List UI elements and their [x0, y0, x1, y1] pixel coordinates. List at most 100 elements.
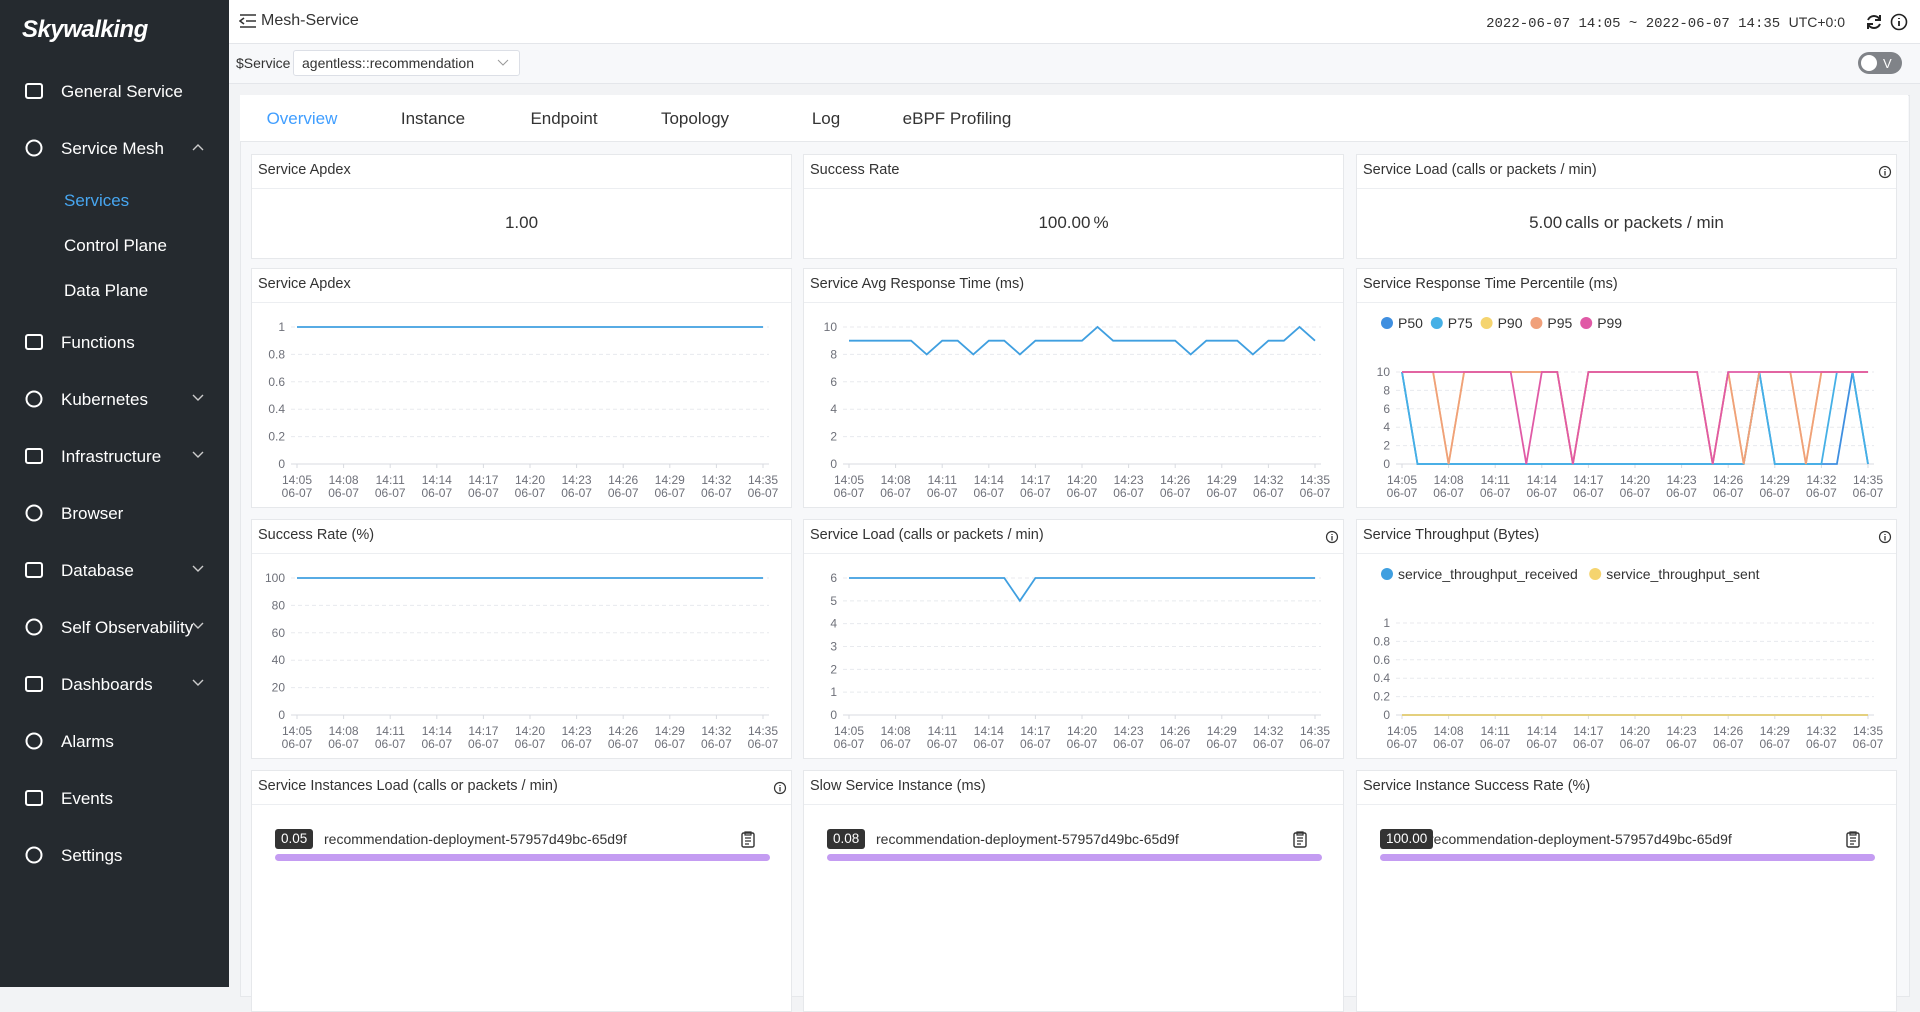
toolbar: $Service agentless::recommendation V [229, 44, 1920, 84]
copy-icon[interactable] [1846, 831, 1860, 848]
x-tick-label: 14:26 [608, 473, 638, 487]
legend-label: P50 [1398, 315, 1423, 331]
service-select[interactable]: agentless::recommendation [293, 50, 520, 76]
x-tick-label: 14:32 [1253, 724, 1283, 738]
x-tick-date: 06-07 [421, 737, 452, 751]
x-tick-label: 14:05 [1387, 473, 1417, 487]
item-bar [1380, 854, 1875, 861]
time-range[interactable]: 2022-06-07 14:05 ~ 2022-06-07 14:35 [1486, 16, 1781, 32]
legend-swatch [1580, 317, 1593, 329]
x-tick-date: 06-07 [375, 486, 406, 500]
menu-item[interactable]: Browser [0, 493, 229, 533]
y-tick-label: 20 [272, 681, 286, 695]
tab[interactable]: Endpoint [530, 109, 598, 128]
x-tick-date: 06-07 [1806, 486, 1837, 500]
card-title: Service Instance Success Rate (%) [1363, 778, 1591, 794]
x-tick-date: 06-07 [1713, 737, 1744, 751]
card-divider [804, 188, 1343, 189]
info-icon[interactable] [1890, 13, 1908, 31]
submenu-item[interactable]: Control Plane [0, 225, 229, 265]
x-tick-date: 06-07 [468, 737, 499, 751]
x-tick-date: 06-07 [1206, 486, 1237, 500]
icon-shape [25, 846, 43, 864]
menu-label: Events [61, 789, 113, 808]
menu-item[interactable]: Settings [0, 835, 229, 875]
x-tick-date: 06-07 [1300, 737, 1331, 751]
menu-toggle-icon[interactable] [239, 13, 257, 29]
info-icon [1325, 530, 1339, 544]
x-tick-label: 14:05 [282, 724, 312, 738]
chevron [192, 144, 204, 151]
x-tick-date: 06-07 [1387, 737, 1418, 751]
time-range-box[interactable]: 2022-06-07 14:05 ~ 2022-06-07 14:35 UTC+… [1486, 14, 1845, 32]
card: Service Load (calls or packets / min) 5.0… [1356, 154, 1897, 259]
chevron-path [192, 622, 204, 629]
card: Service Apdex 1.00 [251, 154, 792, 259]
y-tick-label: 1 [830, 685, 837, 699]
item-value: 0.05 [275, 829, 314, 849]
menu-item[interactable]: Functions [0, 322, 229, 362]
x-tick-date: 06-07 [1666, 737, 1697, 751]
x-tick-date: 06-07 [515, 737, 546, 751]
x-tick-label: 14:23 [1114, 473, 1144, 487]
service-label: $Service [236, 55, 291, 71]
icon-shape [25, 618, 43, 636]
x-tick-date: 06-07 [973, 737, 1004, 751]
card: Service Avg Response Time (ms) 0 2 4 6 8 10 14:… [803, 268, 1344, 508]
submenu-item[interactable]: Data Plane [0, 270, 229, 310]
info-icon [1878, 530, 1892, 544]
menu-label: Infrastructure [61, 447, 162, 466]
menu-icon [25, 732, 43, 750]
menu-icon [25, 390, 43, 408]
x-tick-date: 06-07 [834, 737, 865, 751]
y-tick-label: 10 [824, 320, 838, 334]
menu-label: Alarms [61, 732, 114, 751]
x-tick-date: 06-07 [608, 486, 639, 500]
menu-label: Database [61, 561, 134, 580]
toggle[interactable]: V [1858, 52, 1902, 74]
tab[interactable]: Topology [660, 109, 730, 128]
y-tick-label: 10 [1377, 365, 1391, 379]
legend-swatch [1381, 568, 1393, 580]
menu-item[interactable]: Kubernetes [0, 379, 229, 419]
y-tick-label: 0.2 [268, 430, 285, 444]
copy-shape [1846, 832, 1860, 848]
menu-item[interactable]: Events [0, 778, 229, 818]
x-tick-date: 06-07 [328, 486, 359, 500]
menu-icon [25, 448, 43, 464]
menu-icon [25, 846, 43, 864]
x-tick-label: 14:32 [1806, 473, 1836, 487]
menu-item[interactable]: Database [0, 550, 229, 590]
x-tick-label: 14:29 [1760, 724, 1790, 738]
x-tick-label: 14:20 [515, 473, 545, 487]
tab[interactable]: Overview [266, 109, 338, 128]
x-tick-date: 06-07 [1433, 486, 1464, 500]
copy-icon[interactable] [1293, 831, 1307, 848]
x-tick-label: 14:26 [608, 724, 638, 738]
page-title: Mesh-Service [261, 12, 359, 29]
series-line [849, 325, 1316, 356]
tab[interactable]: Instance [400, 109, 466, 128]
x-tick-date: 06-07 [701, 737, 732, 751]
menu-item[interactable]: Alarms [0, 721, 229, 761]
x-tick-label: 14:05 [1387, 724, 1417, 738]
menu-item[interactable]: Dashboards [0, 664, 229, 704]
copy-lines [1296, 831, 1304, 845]
tabs: Overview Instance Endpoint Topology Log eBPF … [240, 95, 1908, 142]
chart: 00.20.40.60.8114:0506-0714:0806-0714:110… [1373, 566, 1883, 751]
copy-icon[interactable] [741, 831, 755, 848]
refresh-icon[interactable] [1865, 13, 1883, 31]
menu-item[interactable]: General Service [0, 71, 229, 111]
menu-item[interactable]: Infrastructure [0, 436, 229, 476]
tab[interactable]: eBPF Profiling [902, 109, 1012, 128]
series-line [1402, 371, 1868, 465]
x-tick-date: 06-07 [701, 486, 732, 500]
menu-item[interactable]: Service Mesh [0, 128, 229, 168]
menu-item[interactable]: Self Observability [0, 607, 229, 647]
x-tick-date: 06-07 [1526, 486, 1557, 500]
tab[interactable]: Log [811, 109, 841, 128]
submenu-item[interactable]: Services [0, 180, 229, 220]
x-tick-date: 06-07 [654, 737, 685, 751]
info-icon [773, 781, 787, 795]
x-tick-label: 14:08 [881, 473, 911, 487]
